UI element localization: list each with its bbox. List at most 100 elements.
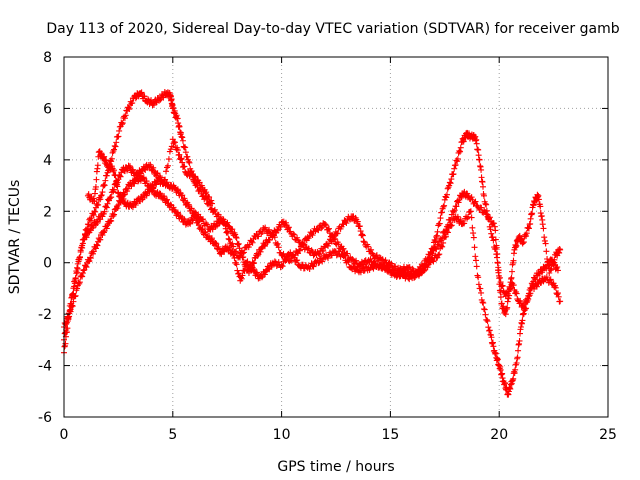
data-point [279, 263, 286, 270]
data-point [325, 226, 332, 233]
data-point [468, 214, 475, 221]
data-point [101, 182, 108, 189]
data-point [555, 293, 562, 300]
data-point [148, 97, 155, 104]
data-point [547, 267, 554, 274]
data-point [510, 257, 517, 264]
data-point [440, 203, 447, 210]
data-point [433, 246, 440, 253]
data-point [162, 176, 169, 183]
data-point [163, 196, 170, 203]
data-point [119, 121, 126, 128]
data-point [239, 272, 246, 279]
data-point [126, 106, 133, 113]
data-point [354, 264, 361, 271]
data-point [93, 176, 100, 183]
data-point [103, 225, 110, 232]
data-point [160, 181, 167, 188]
data-point [235, 270, 242, 277]
data-point [469, 224, 476, 231]
data-point [94, 242, 101, 249]
data-point [237, 254, 244, 261]
data-point [447, 180, 454, 187]
data-point [310, 263, 317, 270]
data-point [350, 256, 357, 263]
data-point [470, 234, 477, 241]
data-point [185, 158, 192, 165]
data-point [514, 354, 521, 361]
data-point [315, 260, 322, 267]
data-point [397, 273, 404, 280]
data-point [209, 226, 216, 233]
data-point [82, 263, 89, 270]
data-point [345, 258, 352, 265]
data-point [266, 226, 273, 233]
data-point [79, 273, 86, 280]
data-point [178, 133, 185, 140]
plot-frame [63, 56, 609, 418]
data-point [176, 151, 183, 158]
data-point [489, 234, 496, 241]
x-tick-label: 25 [599, 427, 617, 443]
data-point [330, 236, 337, 243]
data-point [340, 221, 347, 228]
data-point [318, 225, 325, 232]
data-point [465, 213, 472, 220]
data-point [471, 244, 478, 251]
data-point [516, 337, 523, 344]
data-point [497, 294, 504, 301]
data-point [72, 275, 79, 282]
data-point [87, 255, 94, 262]
data-point [525, 225, 532, 232]
data-point [143, 192, 150, 199]
data-point [484, 318, 491, 325]
data-point [212, 240, 219, 247]
data-point [231, 255, 238, 262]
data-point [434, 254, 441, 261]
data-point [430, 258, 437, 265]
data-point [235, 240, 242, 247]
data-point [392, 263, 399, 270]
data-point [91, 208, 98, 215]
data-point [299, 242, 306, 249]
y-tick-label: 6 [43, 101, 52, 117]
data-point [239, 250, 246, 257]
data-point [482, 311, 489, 318]
data-point [542, 240, 549, 247]
data-point [233, 235, 240, 242]
data-point [110, 212, 117, 219]
data-point [111, 142, 118, 149]
data-point [76, 256, 83, 263]
data-point [480, 306, 487, 312]
x-tick-label: 20 [490, 427, 508, 443]
data-point [72, 292, 79, 299]
data-point [146, 188, 153, 195]
data-point [114, 183, 121, 190]
data-point [306, 265, 313, 272]
data-point [283, 256, 290, 263]
data-point [119, 120, 126, 127]
data-point [165, 156, 172, 163]
data-point [74, 260, 81, 267]
data-point [174, 147, 181, 154]
data-point [163, 197, 170, 204]
data-point [70, 298, 77, 305]
data-point [456, 147, 463, 154]
data-point [290, 251, 297, 258]
data-point [112, 172, 119, 179]
data-point [99, 189, 106, 196]
data-point [156, 173, 163, 180]
data-point [236, 253, 243, 260]
data-point [138, 89, 145, 96]
data-point [167, 201, 174, 208]
data-point [492, 246, 499, 253]
data-point [92, 208, 99, 215]
data-point [343, 220, 350, 227]
data-point [483, 201, 490, 208]
data-point [314, 226, 321, 233]
data-point [167, 146, 174, 153]
data-point [90, 212, 97, 219]
data-point [547, 276, 554, 283]
data-point [344, 257, 351, 264]
data-point [448, 176, 455, 183]
